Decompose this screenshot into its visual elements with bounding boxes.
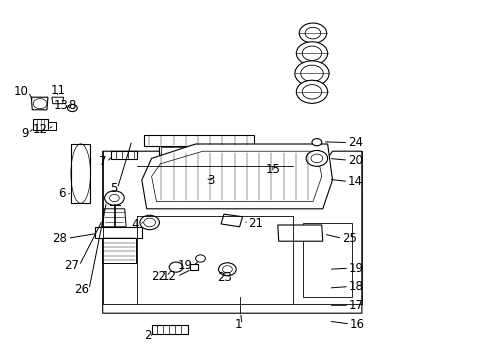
Circle shape [302,85,321,99]
Polygon shape [52,97,63,104]
Text: 12: 12 [162,270,177,283]
Circle shape [296,42,327,65]
Circle shape [300,65,323,82]
Polygon shape [144,135,254,146]
Polygon shape [303,223,351,297]
Text: 21: 21 [248,217,263,230]
Text: 12: 12 [33,123,48,136]
Polygon shape [102,238,136,263]
Polygon shape [95,227,142,238]
Text: 5: 5 [110,182,117,195]
Circle shape [169,262,183,272]
Circle shape [302,46,321,60]
Text: 19: 19 [178,259,193,272]
Text: 22: 22 [151,270,166,283]
Text: 13: 13 [54,99,68,112]
Circle shape [294,61,328,86]
Text: 1: 1 [234,318,242,331]
Text: 28: 28 [53,232,67,245]
Polygon shape [161,147,240,202]
Polygon shape [31,97,48,110]
Text: 3: 3 [206,174,214,187]
Text: 23: 23 [217,271,232,284]
Text: 7: 7 [99,156,106,168]
Circle shape [140,215,159,230]
Polygon shape [142,144,332,209]
Circle shape [296,80,327,103]
Text: 11: 11 [50,84,65,97]
Circle shape [311,139,321,146]
Polygon shape [111,151,137,159]
Text: 15: 15 [265,163,280,176]
Text: 17: 17 [348,299,364,312]
Polygon shape [277,225,322,241]
Polygon shape [221,214,242,227]
Polygon shape [102,151,361,313]
Polygon shape [159,144,244,205]
Polygon shape [102,209,126,227]
Text: 20: 20 [347,154,362,167]
Polygon shape [189,264,198,270]
Text: 6: 6 [59,187,66,200]
Text: 25: 25 [342,232,356,245]
Circle shape [195,255,205,262]
Text: 19: 19 [348,262,364,275]
Polygon shape [151,151,321,202]
Text: 10: 10 [14,85,28,98]
Circle shape [305,150,327,166]
Text: 24: 24 [347,136,363,149]
Circle shape [222,266,232,273]
Circle shape [109,194,119,202]
Text: 8: 8 [68,99,76,112]
Text: 27: 27 [64,259,79,272]
Circle shape [143,218,155,227]
Text: 2: 2 [144,329,151,342]
Text: 18: 18 [348,280,363,293]
Text: 14: 14 [347,175,363,188]
Text: 9: 9 [21,127,28,140]
Circle shape [218,263,236,276]
Polygon shape [33,119,48,130]
Circle shape [310,154,322,163]
Text: 26: 26 [74,283,89,296]
Polygon shape [48,122,56,130]
Polygon shape [151,325,188,334]
Circle shape [104,191,124,205]
Circle shape [67,104,77,112]
Circle shape [305,27,320,39]
Polygon shape [71,144,90,203]
Text: 4: 4 [132,218,139,231]
Text: 16: 16 [349,318,365,330]
Circle shape [299,23,326,43]
